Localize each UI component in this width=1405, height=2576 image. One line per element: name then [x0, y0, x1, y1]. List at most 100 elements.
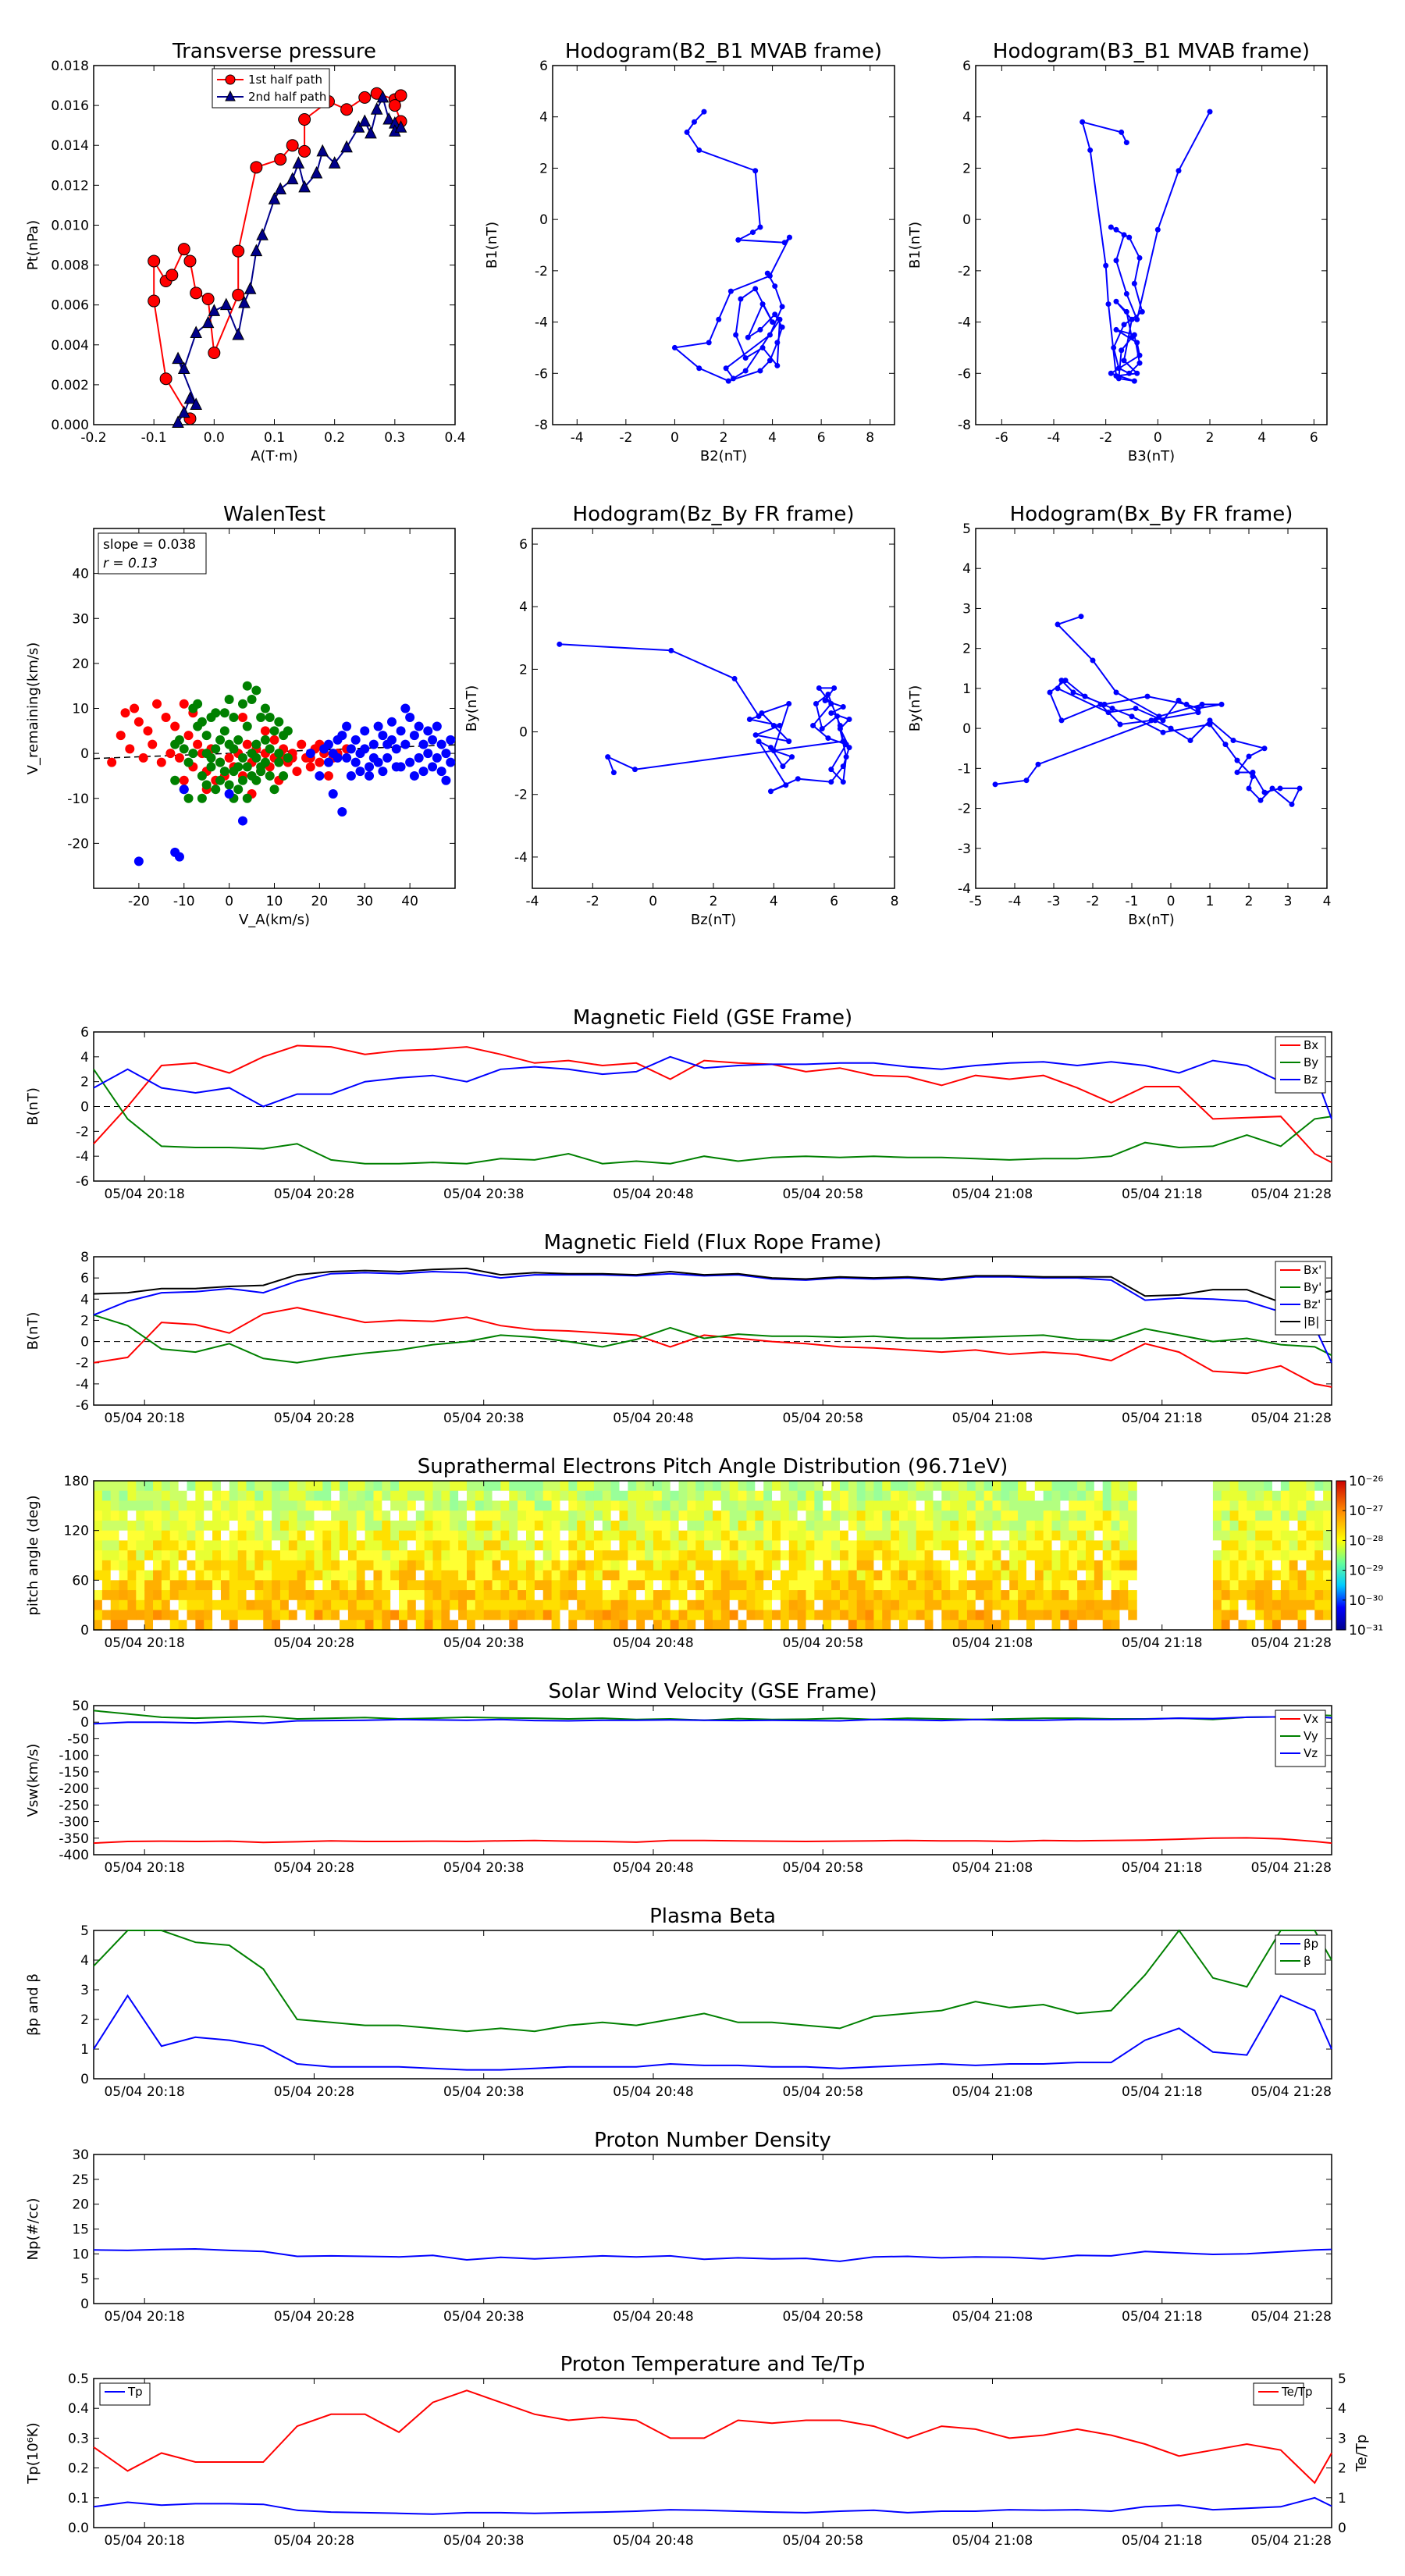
heatmap-cell	[254, 1540, 264, 1551]
heatmap-cell	[340, 1510, 349, 1521]
y-tick-label: 0.004	[51, 338, 89, 354]
heatmap-cell	[178, 1599, 188, 1611]
heatmap-cell	[314, 1540, 323, 1551]
heatmap-cell	[1102, 1530, 1112, 1541]
heatmap-cell	[1043, 1560, 1053, 1571]
heatmap-cell	[1018, 1530, 1027, 1541]
data-point	[774, 362, 781, 368]
heatmap-cell	[1026, 1540, 1036, 1551]
heatmap-cell	[1272, 1550, 1282, 1561]
data-point	[283, 726, 293, 736]
heatmap-cell	[941, 1560, 951, 1571]
heatmap-cell	[322, 1599, 332, 1611]
heatmap-cell	[407, 1610, 417, 1621]
heatmap-cell	[254, 1570, 264, 1581]
heatmap-cell	[1323, 1530, 1332, 1541]
heatmap-cell	[619, 1540, 628, 1551]
heatmap-cell	[610, 1580, 621, 1591]
heatmap-cell	[1051, 1570, 1061, 1581]
heatmap-cell	[966, 1490, 976, 1502]
heatmap-cell	[551, 1580, 561, 1591]
heatmap-cell	[518, 1510, 527, 1521]
heatmap-cell	[619, 1510, 628, 1521]
heatmap-cell	[916, 1620, 926, 1631]
heatmap-cell	[687, 1540, 696, 1551]
heatmap-cell	[1272, 1530, 1282, 1541]
data-point	[840, 738, 846, 745]
heatmap-cell	[1069, 1490, 1078, 1502]
data-point	[340, 103, 354, 116]
heatmap-cell	[763, 1570, 773, 1581]
heatmap-cell	[661, 1550, 671, 1561]
heatmap-cell	[950, 1490, 959, 1502]
heatmap-cell	[966, 1599, 976, 1611]
heatmap-cell	[891, 1540, 900, 1551]
heatmap-cell	[322, 1510, 332, 1521]
heatmap-cell	[441, 1481, 450, 1492]
y-tick-label: 0	[80, 2297, 89, 2312]
data-point	[1055, 621, 1061, 628]
y-axis-label: B1(nT)	[484, 222, 500, 269]
data-point	[1183, 701, 1190, 707]
time-tick-label: 05/04 20:18	[104, 1635, 184, 1651]
heatmap-cell	[483, 1599, 493, 1611]
heatmap-cell	[441, 1580, 450, 1591]
x-tick-label: -4	[1048, 430, 1061, 446]
heatmap-cell	[610, 1540, 621, 1551]
heatmap-cell	[237, 1500, 247, 1511]
heatmap-cell	[772, 1500, 781, 1511]
heatmap-cell	[670, 1570, 680, 1581]
heatmap-cell	[941, 1530, 951, 1541]
heatmap-cell	[780, 1620, 790, 1631]
heatmap-cell	[1094, 1500, 1104, 1511]
heatmap-cell	[1009, 1560, 1019, 1571]
data-point	[358, 114, 372, 127]
heatmap-cell	[450, 1481, 459, 1492]
heatmap-cell	[1077, 1530, 1087, 1541]
heatmap-cell	[161, 1560, 171, 1571]
heatmap-cell	[560, 1520, 569, 1532]
heatmap-cell	[1238, 1560, 1247, 1571]
heatmap-cell	[763, 1520, 773, 1532]
heatmap-cell	[424, 1580, 434, 1591]
heatmap-cell	[127, 1490, 137, 1502]
heatmap-cell	[848, 1620, 858, 1631]
data-point	[396, 726, 406, 736]
heatmap-cell	[933, 1490, 942, 1502]
plot-frame	[93, 2378, 1332, 2528]
heatmap-cell	[237, 1580, 247, 1591]
heatmap-cell	[670, 1500, 680, 1511]
heatmap-cell	[119, 1540, 129, 1551]
heatmap-cell	[305, 1610, 315, 1621]
heatmap-cell	[534, 1520, 544, 1532]
heatmap-cell	[1221, 1550, 1231, 1561]
heatmap-cell	[1026, 1550, 1036, 1561]
heatmap-cell	[763, 1590, 773, 1601]
heatmap-cell	[1306, 1530, 1315, 1541]
heatmap-cell	[466, 1550, 476, 1561]
data-point	[1062, 678, 1069, 684]
data-point	[767, 788, 774, 795]
heatmap-cell	[1094, 1590, 1104, 1601]
data-point	[1115, 365, 1122, 372]
heatmap-cell	[101, 1530, 112, 1541]
heatmap-cell	[780, 1481, 790, 1492]
heatmap-cell	[1102, 1580, 1112, 1591]
heatmap-cell	[1229, 1510, 1240, 1521]
heatmap-cell	[628, 1599, 637, 1611]
heatmap-cell	[347, 1590, 357, 1601]
heatmap-cell	[1111, 1560, 1121, 1571]
colorbar-label: 10⁻²⁸	[1349, 1533, 1383, 1549]
heatmap-cell	[865, 1481, 874, 1492]
heatmap-cell	[704, 1490, 713, 1502]
heatmap-cell	[992, 1590, 1001, 1601]
heatmap-cell	[984, 1560, 994, 1571]
heatmap-cell	[365, 1500, 375, 1511]
data-point	[684, 129, 690, 135]
heatmap-cell	[653, 1490, 663, 1502]
heatmap-cell	[814, 1490, 823, 1502]
heatmap-cell	[119, 1520, 129, 1532]
heatmap-cell	[534, 1599, 544, 1611]
heatmap-cell	[314, 1610, 323, 1621]
heatmap-cell	[729, 1570, 739, 1581]
